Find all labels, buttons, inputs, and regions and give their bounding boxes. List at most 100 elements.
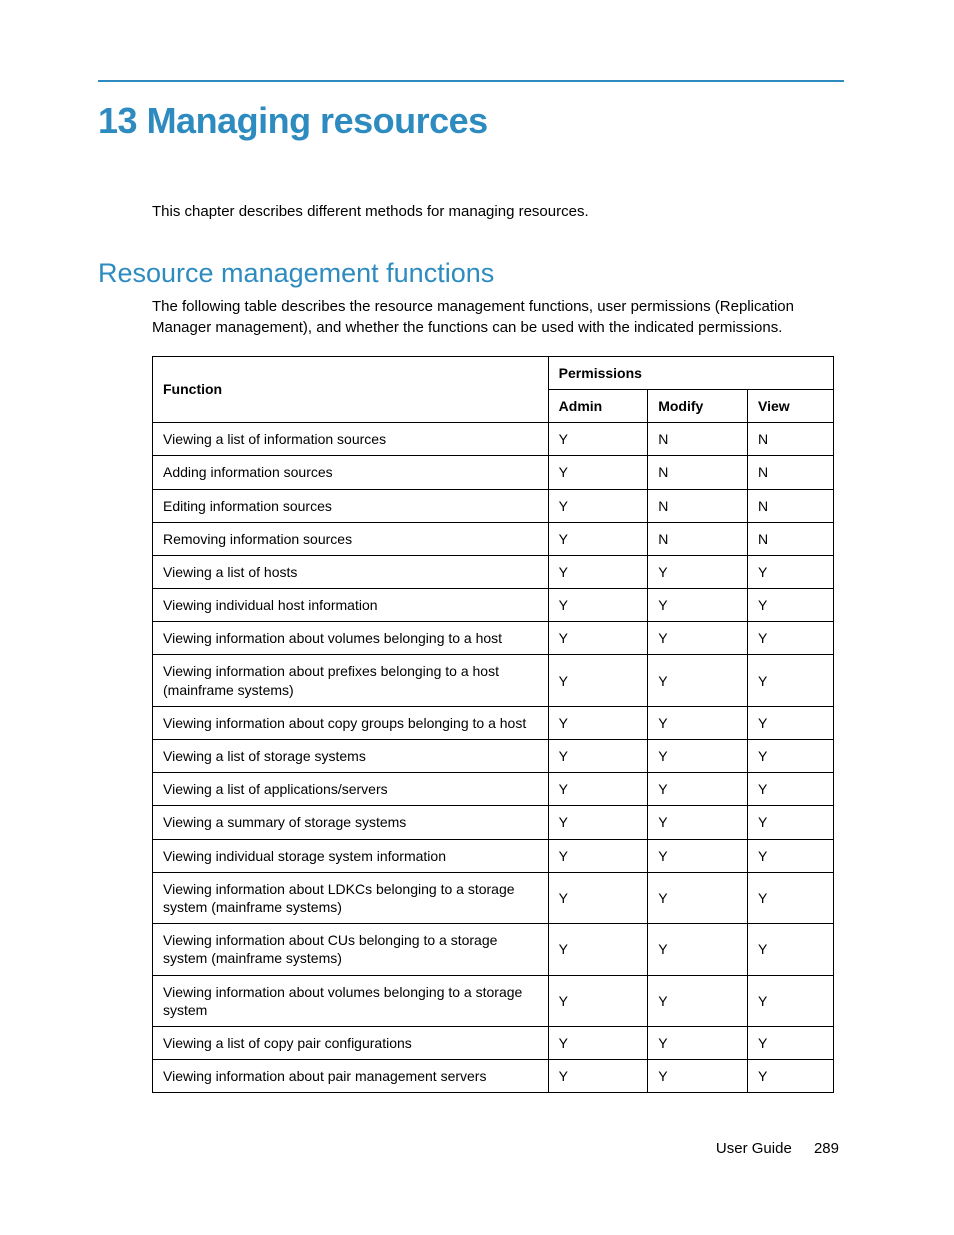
cell-function: Viewing information about CUs belonging … bbox=[153, 924, 549, 975]
cell-function: Viewing information about volumes belong… bbox=[153, 622, 549, 655]
cell-view: N bbox=[748, 522, 834, 555]
footer-page-number: 289 bbox=[814, 1140, 839, 1157]
cell-admin: Y bbox=[548, 806, 648, 839]
table-row: Editing information sourcesYNN bbox=[153, 489, 834, 522]
cell-view: Y bbox=[748, 806, 834, 839]
cell-view: Y bbox=[748, 589, 834, 622]
cell-function: Viewing information about volumes belong… bbox=[153, 975, 549, 1026]
cell-function: Viewing information about pair managemen… bbox=[153, 1060, 549, 1093]
header-modify: Modify bbox=[648, 389, 748, 422]
table-row: Viewing information about LDKCs belongin… bbox=[153, 872, 834, 923]
document-page: 13 Managing resources This chapter descr… bbox=[0, 0, 954, 1235]
cell-view: Y bbox=[748, 872, 834, 923]
cell-function: Viewing information about copy groups be… bbox=[153, 706, 549, 739]
cell-admin: Y bbox=[548, 1060, 648, 1093]
table-row: Removing information sourcesYNN bbox=[153, 522, 834, 555]
cell-function: Viewing a list of applications/servers bbox=[153, 773, 549, 806]
cell-admin: Y bbox=[548, 1026, 648, 1059]
cell-admin: Y bbox=[548, 622, 648, 655]
cell-admin: Y bbox=[548, 773, 648, 806]
cell-function: Viewing a list of storage systems bbox=[153, 740, 549, 773]
chapter-number: 13 bbox=[98, 100, 137, 141]
cell-modify: Y bbox=[648, 589, 748, 622]
table-body: Viewing a list of information sourcesYNN… bbox=[153, 423, 834, 1093]
cell-view: Y bbox=[748, 839, 834, 872]
cell-modify: Y bbox=[648, 975, 748, 1026]
header-function: Function bbox=[153, 356, 549, 422]
cell-admin: Y bbox=[548, 740, 648, 773]
cell-modify: Y bbox=[648, 806, 748, 839]
cell-admin: Y bbox=[548, 924, 648, 975]
header-view: View bbox=[748, 389, 834, 422]
cell-view: Y bbox=[748, 924, 834, 975]
table-row: Viewing a summary of storage systemsYYY bbox=[153, 806, 834, 839]
cell-function: Adding information sources bbox=[153, 456, 549, 489]
table-row: Viewing a list of hostsYYY bbox=[153, 555, 834, 588]
cell-view: Y bbox=[748, 706, 834, 739]
cell-admin: Y bbox=[548, 975, 648, 1026]
table-row: Viewing information about CUs belonging … bbox=[153, 924, 834, 975]
table-row: Viewing a list of storage systemsYYY bbox=[153, 740, 834, 773]
table-row: Viewing information about prefixes belon… bbox=[153, 655, 834, 706]
section-title: Resource management functions bbox=[98, 258, 844, 289]
cell-modify: N bbox=[648, 522, 748, 555]
table-header-row-1: Function Permissions bbox=[153, 356, 834, 389]
cell-modify: N bbox=[648, 456, 748, 489]
top-rule bbox=[98, 80, 844, 82]
header-permissions: Permissions bbox=[548, 356, 833, 389]
table-row: Viewing a list of applications/serversYY… bbox=[153, 773, 834, 806]
cell-view: Y bbox=[748, 740, 834, 773]
table-row: Viewing individual host informationYYY bbox=[153, 589, 834, 622]
cell-admin: Y bbox=[548, 456, 648, 489]
cell-admin: Y bbox=[548, 839, 648, 872]
cell-admin: Y bbox=[548, 522, 648, 555]
section-intro: The following table describes the resour… bbox=[152, 297, 844, 338]
cell-view: Y bbox=[748, 1026, 834, 1059]
cell-admin: Y bbox=[548, 706, 648, 739]
cell-modify: Y bbox=[648, 1026, 748, 1059]
cell-modify: Y bbox=[648, 706, 748, 739]
cell-function: Removing information sources bbox=[153, 522, 549, 555]
cell-view: N bbox=[748, 423, 834, 456]
header-admin: Admin bbox=[548, 389, 648, 422]
cell-function: Viewing information about LDKCs belongin… bbox=[153, 872, 549, 923]
chapter-intro: This chapter describes different methods… bbox=[152, 202, 844, 222]
cell-view: Y bbox=[748, 1060, 834, 1093]
cell-function: Viewing a summary of storage systems bbox=[153, 806, 549, 839]
cell-modify: N bbox=[648, 489, 748, 522]
cell-modify: Y bbox=[648, 872, 748, 923]
cell-function: Viewing individual storage system inform… bbox=[153, 839, 549, 872]
cell-function: Viewing a list of hosts bbox=[153, 555, 549, 588]
cell-view: N bbox=[748, 456, 834, 489]
table-row: Adding information sourcesYNN bbox=[153, 456, 834, 489]
cell-view: Y bbox=[748, 975, 834, 1026]
cell-admin: Y bbox=[548, 872, 648, 923]
table-row: Viewing a list of information sourcesYNN bbox=[153, 423, 834, 456]
cell-admin: Y bbox=[548, 423, 648, 456]
chapter-title-text: Managing resources bbox=[147, 100, 488, 141]
cell-modify: Y bbox=[648, 773, 748, 806]
cell-view: N bbox=[748, 489, 834, 522]
table-row: Viewing information about copy groups be… bbox=[153, 706, 834, 739]
cell-modify: Y bbox=[648, 555, 748, 588]
cell-modify: Y bbox=[648, 655, 748, 706]
cell-function: Viewing individual host information bbox=[153, 589, 549, 622]
cell-function: Viewing a list of copy pair configuratio… bbox=[153, 1026, 549, 1059]
cell-function: Viewing information about prefixes belon… bbox=[153, 655, 549, 706]
table-row: Viewing information about volumes belong… bbox=[153, 622, 834, 655]
footer-doc-title: User Guide bbox=[716, 1140, 792, 1157]
chapter-title: 13 Managing resources bbox=[98, 100, 844, 142]
cell-admin: Y bbox=[548, 555, 648, 588]
cell-modify: Y bbox=[648, 924, 748, 975]
cell-modify: N bbox=[648, 423, 748, 456]
cell-modify: Y bbox=[648, 622, 748, 655]
cell-modify: Y bbox=[648, 839, 748, 872]
cell-view: Y bbox=[748, 773, 834, 806]
cell-admin: Y bbox=[548, 589, 648, 622]
cell-admin: Y bbox=[548, 489, 648, 522]
cell-modify: Y bbox=[648, 1060, 748, 1093]
cell-view: Y bbox=[748, 555, 834, 588]
table-row: Viewing individual storage system inform… bbox=[153, 839, 834, 872]
cell-function: Editing information sources bbox=[153, 489, 549, 522]
table-row: Viewing information about volumes belong… bbox=[153, 975, 834, 1026]
